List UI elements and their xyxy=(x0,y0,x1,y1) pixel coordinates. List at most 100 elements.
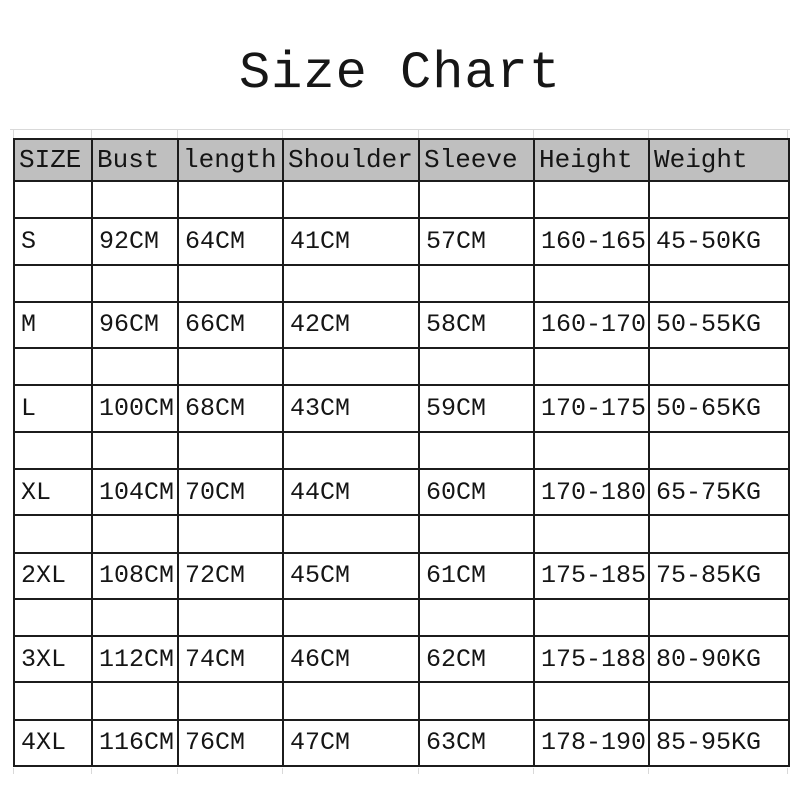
spacer-cell xyxy=(533,597,650,638)
spacer-cell xyxy=(418,597,535,638)
cell-length: 66CM xyxy=(177,300,284,350)
cell-shoulder: 42CM xyxy=(282,300,420,350)
cell-weight: 80-90KG xyxy=(648,635,790,684)
header-cell-bust: Bust xyxy=(91,138,179,182)
cell-weight: 50-65KG xyxy=(648,384,790,433)
faint-gridline-stub xyxy=(91,768,92,774)
cell-size: S xyxy=(13,217,93,266)
spacer-cell xyxy=(648,263,790,303)
table-row: L 100CM 68CM 43CM 59CM 170-175 50-65KG xyxy=(13,384,790,433)
faint-gridline-stub xyxy=(418,129,419,138)
header-cell-sleeve: Sleeve xyxy=(418,138,535,182)
cell-sleeve: 57CM xyxy=(418,217,535,266)
spacer-row xyxy=(13,347,790,387)
cell-length: 70CM xyxy=(177,467,284,517)
spacer-cell xyxy=(177,430,284,470)
spacer-cell xyxy=(91,681,179,721)
faint-gridline-stub xyxy=(418,768,419,774)
table-row: 2XL 108CM 72CM 45CM 61CM 175-185 75-85KG xyxy=(13,551,790,600)
table-body: S 92CM 64CM 41CM 57CM 160-165 45-50KG M 96CM 66CM… xyxy=(13,179,790,768)
faint-gridline-stub xyxy=(533,129,534,138)
spacer-row xyxy=(13,597,790,638)
table-row: 4XL 116CM 76CM 47CM 63CM 178-190 85-95KG xyxy=(13,718,790,768)
spacer-cell xyxy=(13,597,93,638)
spacer-cell xyxy=(533,347,650,387)
cell-size: 4XL xyxy=(13,718,93,768)
cell-bust: 92CM xyxy=(91,217,179,266)
spacer-cell xyxy=(13,430,93,470)
spacer-cell xyxy=(13,347,93,387)
spacer-cell xyxy=(282,597,420,638)
cell-weight: 85-95KG xyxy=(648,718,790,768)
faint-gridline-stub xyxy=(282,768,283,774)
cell-height: 175-188 xyxy=(533,635,650,684)
spacer-cell xyxy=(91,430,179,470)
header-cell-weight: Weight xyxy=(648,138,790,182)
cell-shoulder: 41CM xyxy=(282,217,420,266)
spacer-cell xyxy=(533,179,650,220)
faint-gridline-stub xyxy=(177,129,178,138)
spacer-cell xyxy=(282,263,420,303)
spacer-cell xyxy=(418,430,535,470)
faint-gridline-stub xyxy=(648,768,649,774)
spacer-row xyxy=(13,430,790,470)
faint-gridline-stub xyxy=(787,768,788,774)
spacer-cell xyxy=(177,597,284,638)
cell-bust: 108CM xyxy=(91,551,179,600)
cell-length: 64CM xyxy=(177,217,284,266)
table-row: XL 104CM 70CM 44CM 60CM 170-180 65-75KG xyxy=(13,467,790,517)
cell-sleeve: 63CM xyxy=(418,718,535,768)
cell-height: 160-165 xyxy=(533,217,650,266)
cell-bust: 104CM xyxy=(91,467,179,517)
spacer-cell xyxy=(648,347,790,387)
spacer-cell xyxy=(533,681,650,721)
spacer-cell xyxy=(648,514,790,554)
cell-weight: 65-75KG xyxy=(648,467,790,517)
spacer-cell xyxy=(282,430,420,470)
spacer-cell xyxy=(91,597,179,638)
spacer-cell xyxy=(648,430,790,470)
spacer-cell xyxy=(177,514,284,554)
spacer-cell xyxy=(533,263,650,303)
cell-size: L xyxy=(13,384,93,433)
spacer-cell xyxy=(91,179,179,220)
spacer-row xyxy=(13,263,790,303)
header-cell-height: Height xyxy=(533,138,650,182)
faint-gridline-stub xyxy=(91,129,92,138)
cell-shoulder: 46CM xyxy=(282,635,420,684)
cell-height: 175-185 xyxy=(533,551,650,600)
cell-bust: 116CM xyxy=(91,718,179,768)
cell-weight: 50-55KG xyxy=(648,300,790,350)
spacer-cell xyxy=(13,681,93,721)
spacer-cell xyxy=(533,514,650,554)
cell-length: 76CM xyxy=(177,718,284,768)
size-chart-table: SIZE Bust length Shoulder Sleeve Height … xyxy=(13,138,790,768)
faint-gridline-stub xyxy=(533,768,534,774)
cell-bust: 112CM xyxy=(91,635,179,684)
header-cell-shoulder: Shoulder xyxy=(282,138,420,182)
spacer-cell xyxy=(91,347,179,387)
faint-gridline-horizontal xyxy=(10,129,790,130)
faint-gridline-stub xyxy=(282,129,283,138)
cell-weight: 75-85KG xyxy=(648,551,790,600)
faint-gridline-stub xyxy=(177,768,178,774)
spacer-cell xyxy=(648,597,790,638)
cell-size: 2XL xyxy=(13,551,93,600)
faint-gridline-stub xyxy=(13,768,14,774)
cell-sleeve: 60CM xyxy=(418,467,535,517)
cell-height: 160-170 xyxy=(533,300,650,350)
cell-size: M xyxy=(13,300,93,350)
cell-height: 170-175 xyxy=(533,384,650,433)
cell-length: 72CM xyxy=(177,551,284,600)
faint-gridline-stub xyxy=(648,129,649,138)
spacer-cell xyxy=(91,263,179,303)
spacer-cell xyxy=(648,681,790,721)
spacer-cell xyxy=(13,179,93,220)
spacer-cell xyxy=(13,263,93,303)
table-row: M 96CM 66CM 42CM 58CM 160-170 50-55KG xyxy=(13,300,790,350)
spacer-cell xyxy=(282,681,420,721)
spacer-cell xyxy=(282,347,420,387)
spacer-cell xyxy=(13,514,93,554)
spacer-cell xyxy=(418,681,535,721)
